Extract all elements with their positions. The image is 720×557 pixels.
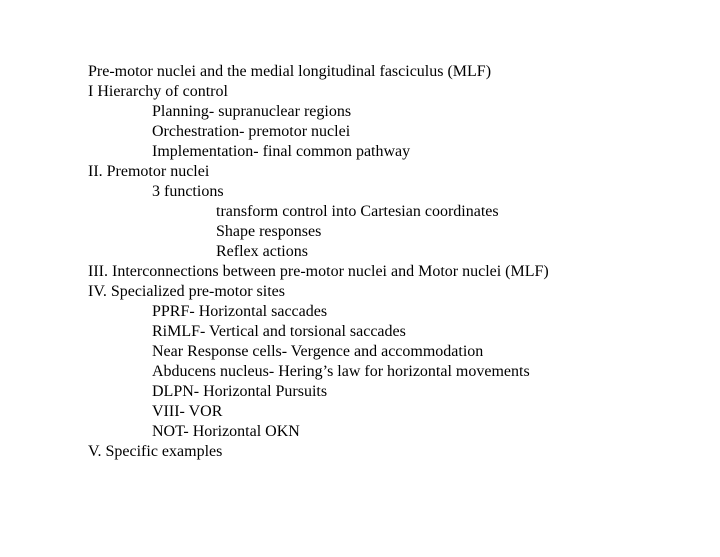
- outline-line: Planning- supranuclear regions: [88, 102, 648, 122]
- outline-line: Orchestration- premotor nuclei: [88, 122, 648, 142]
- outline-line: VIII- VOR: [88, 402, 648, 422]
- outline-line: IV. Specialized pre-motor sites: [88, 282, 648, 302]
- outline-line: DLPN- Horizontal Pursuits: [88, 382, 648, 402]
- outline-line: PPRF- Horizontal saccades: [88, 302, 648, 322]
- outline-line: Implementation- final common pathway: [88, 142, 648, 162]
- outline-line: RiMLF- Vertical and torsional saccades: [88, 322, 648, 342]
- outline-line: I Hierarchy of control: [88, 82, 648, 102]
- outline-line: Pre-motor nuclei and the medial longitud…: [88, 62, 648, 82]
- outline-line: Abducens nucleus- Hering’s law for horiz…: [88, 362, 648, 382]
- outline-line: III. Interconnections between pre-motor …: [88, 262, 648, 282]
- outline-line: V. Specific examples: [88, 442, 648, 462]
- outline-line: 3 functions: [88, 182, 648, 202]
- outline-line: transform control into Cartesian coordin…: [88, 202, 648, 222]
- outline-line: Near Response cells- Vergence and accomm…: [88, 342, 648, 362]
- outline-line: II. Premotor nuclei: [88, 162, 648, 182]
- outline-line: Shape responses: [88, 222, 648, 242]
- outline-line: Reflex actions: [88, 242, 648, 262]
- document-page: Pre-motor nuclei and the medial longitud…: [0, 0, 648, 462]
- outline-line: NOT- Horizontal OKN: [88, 422, 648, 442]
